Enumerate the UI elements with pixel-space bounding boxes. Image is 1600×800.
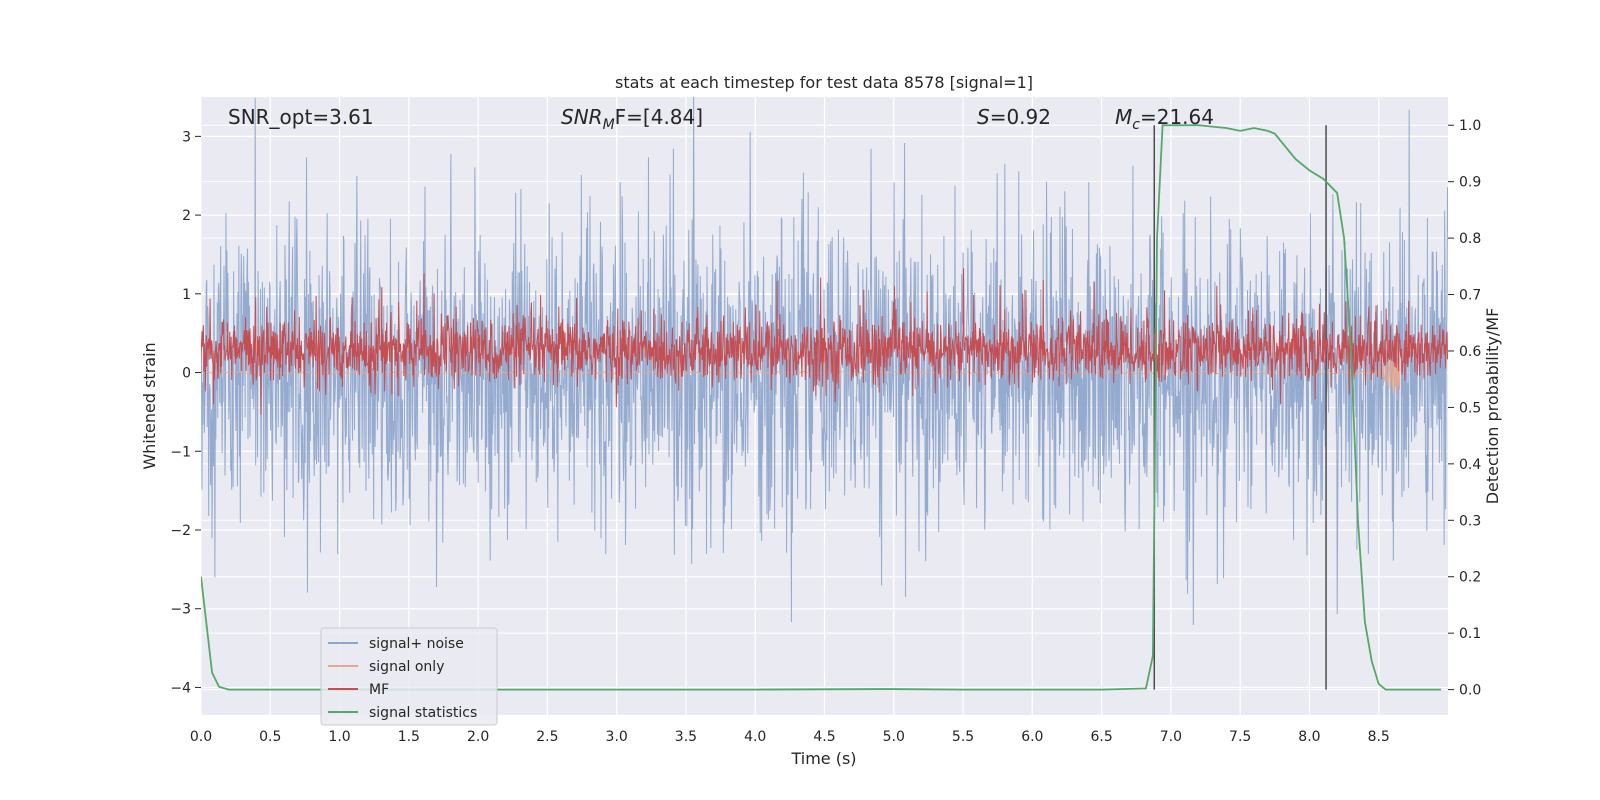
x-tick-label: 3.5 (675, 729, 697, 745)
legend-entry: signal only (369, 659, 444, 675)
chart-title: stats at each timestep for test data 857… (615, 73, 1033, 92)
annotation-s-rest: =0.92 (990, 105, 1051, 129)
x-tick-labels: 0.0 0.5 1.0 1.5 2.0 2.5 3.0 3.5 4.0 4.5 5.0 5.5 6.0 6… (190, 729, 1390, 745)
series-signal-only-line (201, 342, 1401, 396)
y2-tick-label: 0.1 (1459, 626, 1481, 642)
y2-tick-label: 0.0 (1459, 683, 1481, 699)
y-tick-label: −2 (170, 523, 191, 539)
x-tick-label: 1.0 (328, 729, 350, 745)
series-signal-noise-line (201, 97, 1448, 625)
y-tick-label: 2 (182, 208, 191, 224)
annotation-snr-mf-base: SNR (561, 105, 603, 129)
series-signal-statistics-line (201, 124, 1442, 691)
x-tick-label: 0.5 (259, 729, 281, 745)
y2-tick-label: 0.5 (1459, 400, 1481, 416)
y-tick-label: −4 (170, 680, 191, 696)
y-tick-label: 1 (182, 287, 191, 303)
series-layer (201, 97, 1448, 691)
y-tick-label: −3 (170, 602, 191, 618)
x-tick-label: 7.5 (1229, 729, 1251, 745)
x-tick-label: 7.0 (1160, 729, 1182, 745)
y2-tick-label: 0.3 (1459, 513, 1481, 529)
x-tick-label: 6.0 (1021, 729, 1043, 745)
x-tick-label: 0.0 (190, 729, 212, 745)
annotation-snr-mf-sub: M (603, 117, 615, 133)
y-tick-label: 3 (182, 129, 191, 145)
annotation-snr-mf: SNRMF=[4.84] (561, 105, 703, 133)
x-tick-label: 4.5 (813, 729, 835, 745)
y2-tick-label: 0.4 (1459, 457, 1481, 473)
y2-tick-labels: 1.0 0.9 0.8 0.7 0.6 0.5 0.4 0.3 0.2 0.1 0.0 (1448, 118, 1481, 699)
legend: signal+ noise signal only MF signal statist… (320, 627, 498, 726)
annotation-s: S=0.92 (977, 105, 1051, 129)
annotation-mc-sub: c (1132, 117, 1140, 133)
y2-tick-label: 0.2 (1459, 570, 1481, 586)
annotation-mc: Mc=21.64 (1115, 105, 1214, 133)
x-tick-label: 4.0 (744, 729, 766, 745)
y-tick-label: 0 (182, 366, 191, 382)
x-tick-label: 3.0 (606, 729, 628, 745)
x-tick-label: 2.0 (467, 729, 489, 745)
x-tick-label: 8.0 (1298, 729, 1320, 745)
y2-tick-label: 0.9 (1459, 175, 1481, 191)
y2-tick-label: 0.7 (1459, 288, 1481, 304)
x-tick-label: 5.5 (952, 729, 974, 745)
y-axis-label: Whitened strain (140, 342, 159, 469)
y2-tick-label: 0.8 (1459, 231, 1481, 247)
y-tick-label: −1 (170, 444, 191, 460)
annotation-mc-rest: =21.64 (1140, 105, 1214, 129)
series-mf-line (201, 268, 1448, 415)
annotation-mc-base: M (1115, 105, 1132, 129)
annotation-snr-opt: SNR_opt=3.61 (228, 105, 374, 129)
y2-tick-label: 0.6 (1459, 344, 1481, 360)
annotation-s-base: S (977, 105, 990, 129)
legend-entry: signal statistics (369, 705, 477, 721)
legend-entry: signal+ noise (369, 636, 464, 652)
x-tick-label: 8.5 (1368, 729, 1390, 745)
y2-axis-label: Detection probability/MF (1483, 308, 1502, 505)
x-axis-label: Time (s) (790, 749, 856, 768)
y2-tick-label: 1.0 (1459, 118, 1481, 134)
legend-entry: MF (369, 682, 389, 698)
annotation-snr-mf-rest: F=[4.84] (615, 105, 703, 129)
x-tick-label: 5.0 (883, 729, 905, 745)
legend-box (320, 627, 498, 726)
x-tick-label: 6.5 (1090, 729, 1112, 745)
x-tick-label: 1.5 (398, 729, 420, 745)
x-tick-label: 2.5 (536, 729, 558, 745)
y-tick-labels: 3 2 1 0 −1 −2 −3 −4 (170, 129, 201, 696)
